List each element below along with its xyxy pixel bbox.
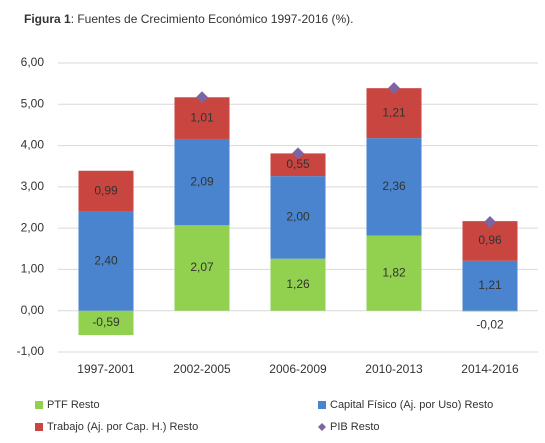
bar-segment — [174, 225, 230, 311]
data-label: 1,01 — [190, 110, 214, 124]
legend-label: Capital Físico (Aj. por Uso) Resto — [330, 399, 493, 411]
data-label: 1,21 — [382, 105, 406, 119]
bar-segment — [366, 138, 422, 236]
data-label: -0,59 — [92, 315, 120, 329]
title-text: : Fuentes de Crecimiento Económico 1997-… — [71, 12, 354, 26]
legend-swatch — [318, 401, 326, 409]
y-tick-label: 0,00 — [21, 303, 45, 317]
legend-label: PTF Resto — [47, 399, 100, 411]
bar-segment — [462, 310, 518, 312]
data-label: -0,02 — [476, 318, 504, 332]
legend-label: Trabajo (Aj. por Cap. H.) Resto — [47, 421, 198, 433]
data-label: 2,36 — [382, 179, 406, 193]
y-tick-label: 6,00 — [21, 55, 45, 69]
y-tick-label: 3,00 — [21, 179, 45, 193]
bar-segment — [270, 176, 326, 259]
y-tick-label: -1,00 — [17, 344, 45, 358]
bar-segment — [462, 260, 518, 311]
x-tick-label: 1997-2001 — [77, 362, 135, 376]
legend-swatch — [35, 423, 43, 431]
marker — [388, 82, 400, 95]
bar-segment — [174, 138, 230, 226]
data-label: 0,96 — [478, 233, 502, 247]
y-tick-label: 2,00 — [21, 220, 45, 234]
bar-segment — [78, 310, 134, 336]
bar-segment — [366, 88, 422, 139]
data-label: 1,26 — [286, 277, 310, 291]
marker — [292, 147, 304, 160]
data-label: 2,40 — [94, 253, 118, 267]
x-tick-label: 2014-2016 — [461, 362, 519, 376]
bar-segment — [78, 211, 134, 311]
chart-title: Figura 1: Fuentes de Crecimiento Económi… — [24, 12, 354, 26]
marker — [484, 215, 496, 228]
bar-segment — [270, 258, 326, 311]
x-tick-label: 2006-2009 — [269, 362, 327, 376]
data-label: 0,55 — [286, 157, 310, 171]
y-tick-label: 4,00 — [21, 138, 45, 152]
data-label: 2,07 — [190, 260, 214, 274]
data-label: 0,99 — [94, 183, 118, 197]
bar-segment — [174, 97, 230, 139]
data-label: 1,82 — [382, 265, 406, 279]
bar-segment — [78, 170, 134, 212]
y-tick-label: 1,00 — [21, 262, 45, 276]
legend-swatch — [35, 401, 43, 409]
marker — [196, 91, 208, 104]
data-label: 2,00 — [286, 210, 310, 224]
bar-segment — [366, 235, 422, 311]
title-prefix: Figura 1 — [24, 12, 71, 26]
y-tick-label: 5,00 — [21, 96, 45, 110]
data-label: 1,21 — [478, 278, 502, 292]
legend-label: PIB Resto — [330, 421, 380, 433]
x-tick-label: 2002-2005 — [173, 362, 231, 376]
data-label: 2,09 — [190, 174, 214, 188]
x-tick-label: 2010-2013 — [365, 362, 423, 376]
bar-segment — [270, 153, 326, 177]
legend-swatch — [318, 423, 326, 431]
